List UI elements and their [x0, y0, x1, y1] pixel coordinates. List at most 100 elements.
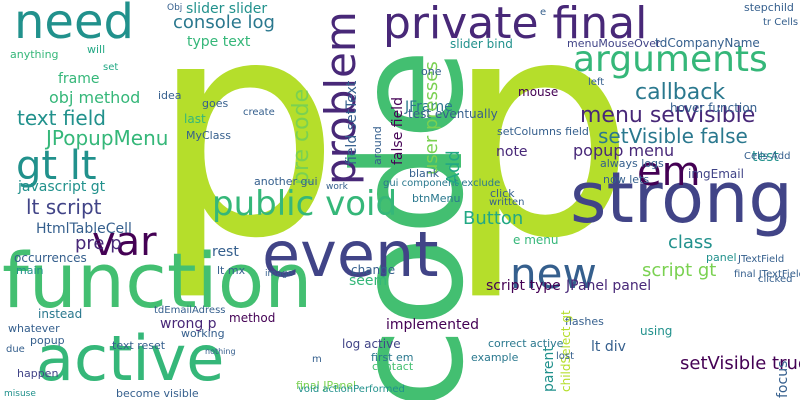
- word-final-jtextfield: JTextField: [738, 254, 785, 265]
- word-obj: tr Cells: [763, 17, 799, 28]
- word-due: whatever: [8, 322, 60, 335]
- word-parent: lt div: [591, 339, 626, 355]
- word-wrong-p: log active: [342, 337, 401, 351]
- word-text-field: text field: [17, 106, 106, 130]
- word-menu-setvisible: menu setVisible: [580, 103, 756, 128]
- word-stepchild: stepchild: [744, 1, 794, 14]
- word-one: test eventually: [408, 107, 498, 121]
- word-seem: change: [351, 263, 396, 277]
- word-note: left: [588, 77, 605, 88]
- word-working: void actionPerformed: [298, 384, 405, 395]
- word-void-actionperformed: nothing: [205, 347, 236, 356]
- word-left: one: [421, 65, 442, 78]
- word-myclass: last: [184, 112, 206, 126]
- word-mouse: JFrame: [405, 99, 453, 115]
- word-jpopupmenu: JPopupMenu: [46, 126, 169, 150]
- word-become-visible: misuse: [4, 389, 36, 399]
- word-p-2: p: [445, 0, 636, 304]
- word-popup-menu: popup menu: [573, 141, 675, 160]
- word-class: class: [668, 232, 713, 253]
- word-jframe: setColumns field: [497, 125, 589, 138]
- word-tdemailadress: instead: [38, 307, 83, 321]
- word-htmltablecell: HtmlTableCell: [36, 221, 132, 237]
- word-lost: clicked: [758, 274, 793, 285]
- word-blank: Obj: [167, 3, 183, 13]
- word-work: another gui: [254, 175, 318, 188]
- word-main: occurrences: [14, 251, 87, 265]
- word-event: event: [262, 218, 439, 291]
- word-now-lets: always logs: [600, 157, 664, 170]
- word-callback: callback: [635, 80, 726, 105]
- word-script-gt: script gt: [642, 260, 717, 281]
- word-childselect-gt: parent: [541, 346, 557, 392]
- word-button: btnMenu: [412, 192, 461, 205]
- word-click: Button: [463, 208, 524, 229]
- word-slider-bind: slider bind: [450, 37, 513, 51]
- word-test-eventually: around: [371, 126, 384, 165]
- word-btnmenu: gui component exclude: [383, 178, 501, 189]
- word-page: mouse: [518, 85, 559, 99]
- word-set: work: [326, 182, 348, 192]
- word-function: function: [2, 236, 313, 325]
- word-console-log: console log: [173, 12, 275, 33]
- word-around: field setText: [344, 80, 360, 165]
- word-test: test: [752, 149, 779, 165]
- word-m: e: [540, 7, 547, 18]
- word-always-logs: imgEmail: [688, 167, 744, 181]
- word-strong: strong: [570, 157, 793, 239]
- word-em: em: [637, 149, 701, 195]
- word-frame: frame: [58, 71, 100, 87]
- word-lt-div: setVisible true: [680, 353, 800, 374]
- word-pre-p: pre p: [75, 233, 122, 254]
- word-cells-add: will: [87, 43, 106, 56]
- word-active: active: [36, 322, 225, 395]
- word-using: blank: [409, 167, 440, 180]
- word-will: popup: [30, 334, 65, 347]
- word-first-em: example: [471, 351, 519, 364]
- word-another-gui: create: [243, 107, 275, 118]
- word-hover-function: hover function: [670, 101, 758, 115]
- word-new: new: [510, 249, 597, 298]
- word-log-active: seem: [349, 273, 388, 289]
- word-arguments: arguments: [573, 39, 768, 80]
- word-happen: due: [6, 344, 25, 355]
- word-image: lt mx: [217, 264, 246, 277]
- word-setvisible-true: e menu: [513, 233, 559, 247]
- word-method: wrong p: [160, 316, 217, 332]
- word-anything: set: [103, 62, 119, 73]
- word-javascript-gt: javascript gt: [18, 179, 106, 195]
- word-obj-method: obj method: [49, 88, 141, 107]
- word-example: correct active: [488, 337, 564, 350]
- word-lt-mx: rest: [212, 244, 239, 260]
- word-rest: working: [181, 327, 225, 340]
- word-user-presses: written: [489, 197, 525, 208]
- word-tr-cells: focus: [775, 360, 791, 398]
- word-lt-script: lt script: [26, 195, 102, 219]
- word-var: var: [92, 219, 157, 265]
- word-public-void: public void: [212, 184, 398, 224]
- word-need: need: [14, 0, 134, 50]
- word-change: implemented: [386, 317, 480, 333]
- word-menumouseover: menuMouseOver: [567, 37, 661, 50]
- word-flashes: now lets: [603, 173, 650, 186]
- word-type-text: type text: [187, 34, 251, 50]
- word-misuse: happen: [17, 367, 59, 380]
- word-instead: method: [229, 311, 276, 325]
- word-jtextfield: Cells Add: [744, 151, 791, 162]
- word-text-reset: tdEmailAdress: [154, 305, 226, 316]
- word-idea: MyClass: [186, 129, 231, 142]
- word-popup: main: [16, 264, 44, 277]
- word-panel: JPanel panel: [566, 278, 652, 294]
- word-pre-code: pre code: [289, 88, 314, 185]
- word-create: goes: [202, 97, 229, 110]
- word-false-field: Add: [443, 150, 464, 185]
- word-focus: lost: [556, 351, 575, 362]
- word-field-settext: false field: [390, 97, 406, 165]
- word-gui-component-exclude: image: [265, 269, 294, 279]
- word-jpanel-panel: flashes: [565, 315, 604, 328]
- word-nothing: final JPanel: [296, 379, 357, 392]
- word-implemented: contact: [372, 360, 414, 373]
- word-contact: first em: [371, 351, 414, 364]
- word-setvisible-false: setVisible false: [598, 124, 748, 148]
